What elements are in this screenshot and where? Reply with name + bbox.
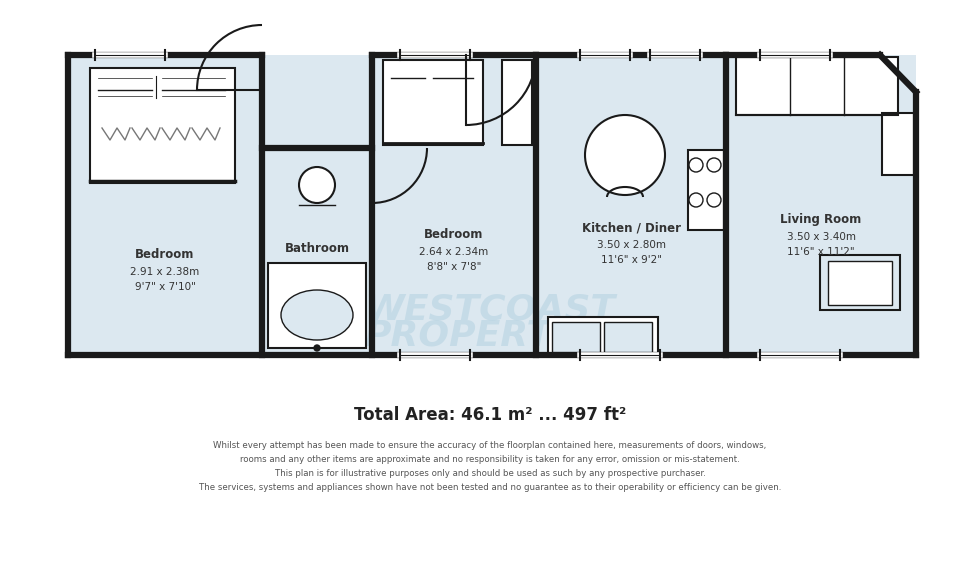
Bar: [552, 322, 600, 352]
Text: 11'6" x 9'2": 11'6" x 9'2": [601, 255, 662, 265]
Bar: [548, 317, 658, 355]
Text: PROPERTIES: PROPERTIES: [365, 318, 615, 352]
Text: 3.50 x 2.80m: 3.50 x 2.80m: [597, 240, 665, 250]
Circle shape: [689, 158, 703, 172]
Text: 3.50 x 3.40m: 3.50 x 3.40m: [787, 232, 856, 242]
Text: WESTCOAST: WESTCOAST: [365, 293, 615, 327]
Bar: [828, 261, 892, 305]
Circle shape: [707, 193, 721, 207]
Circle shape: [314, 345, 320, 351]
Bar: [882, 113, 914, 175]
Bar: [68, 55, 916, 355]
Ellipse shape: [281, 290, 353, 340]
Bar: [268, 263, 366, 348]
Text: 11'6" x 11'2": 11'6" x 11'2": [787, 247, 855, 257]
Circle shape: [299, 167, 335, 203]
Text: 2.91 x 2.38m: 2.91 x 2.38m: [130, 267, 200, 277]
Bar: [820, 255, 900, 310]
Bar: [604, 322, 652, 352]
Circle shape: [585, 115, 665, 195]
Text: Kitchen / Diner: Kitchen / Diner: [581, 222, 680, 235]
Text: 9'7" x 7'10": 9'7" x 7'10": [134, 282, 195, 292]
Text: 8'8" x 7'8": 8'8" x 7'8": [427, 262, 481, 272]
Text: Bathroom: Bathroom: [284, 242, 350, 255]
Circle shape: [689, 193, 703, 207]
Circle shape: [707, 158, 721, 172]
Text: 2.64 x 2.34m: 2.64 x 2.34m: [419, 247, 489, 257]
Text: Whilst every attempt has been made to ensure the accuracy of the floorplan conta: Whilst every attempt has been made to en…: [214, 440, 766, 449]
Text: Total Area: 46.1 m² ... 497 ft²: Total Area: 46.1 m² ... 497 ft²: [354, 406, 626, 424]
Text: Bedroom: Bedroom: [424, 228, 484, 242]
Bar: [90, 68, 235, 183]
Text: The services, systems and appliances shown have not been tested and no guarantee: The services, systems and appliances sho…: [199, 482, 781, 492]
Text: rooms and any other items are approximate and no responsibility is taken for any: rooms and any other items are approximat…: [240, 455, 740, 464]
Bar: [383, 60, 483, 145]
Bar: [688, 150, 724, 230]
Bar: [502, 60, 532, 145]
Text: This plan is for illustrative purposes only and should be used as such by any pr: This plan is for illustrative purposes o…: [274, 468, 706, 477]
Bar: [736, 57, 898, 115]
Text: Bedroom: Bedroom: [135, 248, 195, 262]
Text: Living Room: Living Room: [780, 214, 861, 227]
